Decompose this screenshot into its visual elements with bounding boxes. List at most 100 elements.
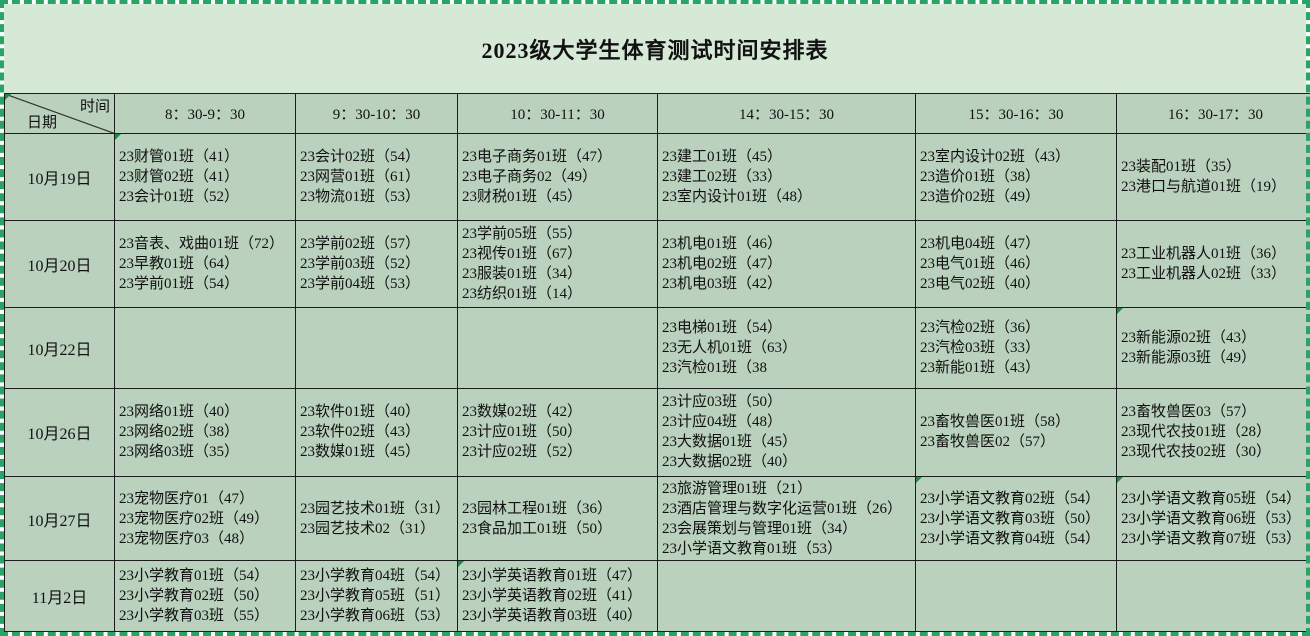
class-cell[interactable]: 23数媒02班（42） 23计应01班（50） 23计应02班（52） xyxy=(457,388,658,477)
time-slot-header[interactable]: 10：30-11：30 xyxy=(457,92,658,135)
class-entry: 23小学语文教育05班（54） xyxy=(1121,490,1302,507)
class-cell[interactable]: 23会计02班（54） 23网营01班（61） 23物流01班（53） xyxy=(295,133,458,221)
class-entry: 23园艺技术02（31） xyxy=(300,520,436,537)
class-entry: 23装配01班（35） xyxy=(1121,159,1242,176)
class-entry: 23小学教育05班（51） xyxy=(300,588,451,605)
class-entry: 23机电04班（47） xyxy=(920,235,1041,252)
class-entry: 23室内设计01班（48） xyxy=(662,189,813,206)
class-cell[interactable]: 23汽检02班（36） 23汽检03班（33） 23新能01班（43） xyxy=(915,306,1117,390)
date-cell[interactable]: 11月2日 xyxy=(4,560,115,632)
class-cell[interactable]: 23园艺技术01班（31） 23园艺技术02（31） xyxy=(295,475,458,562)
corner-date-time-cell-with-marker-icon[interactable]: 时间 日期 xyxy=(4,92,115,135)
class-cell[interactable]: 23小学教育01班（54） 23小学教育02班（50） 23小学教育03班（55） xyxy=(114,560,296,632)
time-slot-header[interactable]: 15：30-16：30 xyxy=(915,92,1117,135)
class-entry: 23酒店管理与数字化运营01班（26） xyxy=(662,500,903,517)
class-entry: 23学前01班（54） xyxy=(119,275,240,292)
class-cell[interactable]: 23工业机器人01班（36） 23工业机器人02班（33） xyxy=(1116,219,1310,308)
class-entry: 23视传01班（67） xyxy=(462,245,583,262)
class-entry: 23宠物医疗02班（49） xyxy=(119,510,270,527)
class-cell[interactable]: 23音表、戏曲01班（72） 23早教01班（64） 23学前01班（54） xyxy=(114,219,296,308)
class-cell[interactable]: 23建工01班（45） 23建工02班（33） 23室内设计01班（48） xyxy=(657,133,916,221)
date-cell[interactable]: 10月19日 xyxy=(4,133,115,221)
class-cell[interactable]: 23电子商务01班（47） 23电子商务02（49） 23财税01班（45） xyxy=(457,133,658,221)
class-cell-with-marker-icon[interactable]: 23小学语文教育05班（54） 23小学语文教育06班（53） 23小学语文教育07… xyxy=(1116,475,1310,562)
date-cell[interactable]: 10月27日 xyxy=(4,475,115,562)
page-title: 2023级大学生体育测试时间安排表 xyxy=(481,37,829,63)
class-cell[interactable] xyxy=(295,306,458,390)
class-entry: 23学前04班（53） xyxy=(300,275,421,292)
class-entry: 23物流01班（53） xyxy=(300,189,421,206)
class-entry: 23小学语文教育01班（53） xyxy=(662,540,843,557)
class-entry: 23小学英语教育02班（41） xyxy=(462,588,643,605)
class-entry: 23造价01班（38） xyxy=(920,169,1041,186)
class-entry: 23建工02班（33） xyxy=(662,169,783,186)
class-cell[interactable]: 23电梯01班（54） 23无人机01班（63） 23汽检01班（38 xyxy=(657,306,916,390)
class-cell[interactable]: 23园林工程01班（36） 23食品加工01班（50） xyxy=(457,475,658,562)
class-cell[interactable]: 23软件01班（40） 23软件02班（43） 23数媒01班（45） xyxy=(295,388,458,477)
class-cell-with-marker-icon[interactable]: 23小学英语教育01班（47） 23小学英语教育02班（41） 23小学英语教育03… xyxy=(457,560,658,632)
class-entry: 23网络02班（38） xyxy=(119,424,240,441)
class-entry: 23网络01班（40） xyxy=(119,404,240,421)
table-row: 10月19日 23财管01班（41） 23财管02班（41） 23会计01班（52） 2… xyxy=(4,133,1310,221)
class-cell-with-marker-icon[interactable]: 23新能源02班（43） 23新能源03班（49） xyxy=(1116,306,1310,390)
table-row: 10月22日 23电梯01班（54） 23无人机01班（63） 23汽检01班（38 2… xyxy=(4,306,1310,390)
class-entry: 23造价02班（49） xyxy=(920,189,1041,206)
class-entry: 23网络03班（35） xyxy=(119,444,240,461)
date-cell[interactable]: 10月26日 xyxy=(4,388,115,477)
class-cell[interactable]: 23计应03班（50） 23计应04班（48） 23大数据01班（45） 23大数据0… xyxy=(657,388,916,477)
class-entry: 23电梯01班（54） xyxy=(662,319,783,336)
time-slot-header[interactable]: 16：30-17：30 xyxy=(1116,92,1310,135)
class-entry: 23网营01班（61） xyxy=(300,169,421,186)
class-entry: 23计应03班（50） xyxy=(662,394,783,411)
class-entry: 23旅游管理01班（21） xyxy=(662,480,813,497)
class-entry: 23小学语文教育07班（53） xyxy=(1121,530,1302,547)
class-cell[interactable]: 23旅游管理01班（21） 23酒店管理与数字化运营01班（26） 23会展策划与管… xyxy=(657,475,916,562)
class-entry: 23小学语文教育03班（50） xyxy=(920,510,1101,527)
class-cell[interactable]: 23网络01班（40） 23网络02班（38） 23网络03班（35） xyxy=(114,388,296,477)
class-entry: 23园艺技术01班（31） xyxy=(300,500,451,517)
class-cell[interactable]: 23学前05班（55） 23视传01班（67） 23服装01班（34） 23纺织01班… xyxy=(457,219,658,308)
class-entry: 23小学语文教育06班（53） xyxy=(1121,510,1302,527)
class-cell[interactable] xyxy=(915,560,1117,632)
class-cell[interactable]: 23机电04班（47） 23电气01班（46） 23电气02班（40） xyxy=(915,219,1117,308)
time-slot-header[interactable]: 14：30-15：30 xyxy=(657,92,916,135)
class-entry: 23早教01班（64） xyxy=(119,255,240,272)
class-cell[interactable]: 23小学教育04班（54） 23小学教育05班（51） 23小学教育06班（53） xyxy=(295,560,458,632)
diagonal-line xyxy=(5,94,114,134)
class-entry: 23学前05班（55） xyxy=(462,225,583,242)
class-cell-with-marker-icon[interactable]: 23财管01班（41） 23财管02班（41） 23会计01班（52） xyxy=(114,133,296,221)
class-cell[interactable]: 23机电01班（46） 23机电02班（47） 23机电03班（42） xyxy=(657,219,916,308)
class-cell-with-marker-icon[interactable]: 23小学语文教育02班（54） 23小学语文教育03班（50） 23小学语文教育04… xyxy=(915,475,1117,562)
table-row: 11月2日 23小学教育01班（54） 23小学教育02班（50） 23小学教育03班… xyxy=(4,560,1310,632)
class-entry: 23无人机01班（63） xyxy=(662,339,798,356)
class-entry: 23建工01班（45） xyxy=(662,149,783,166)
class-entry: 23小学教育02班（50） xyxy=(119,588,270,605)
class-entry: 23小学教育01班（54） xyxy=(119,568,270,585)
class-entry: 23学前02班（57） xyxy=(300,235,421,252)
class-cell[interactable]: 23室内设计02班（43） 23造价01班（38） 23造价02班（49） xyxy=(915,133,1117,221)
class-cell[interactable]: 23学前02班（57） 23学前03班（52） 23学前04班（53） xyxy=(295,219,458,308)
class-entry: 23园林工程01班（36） xyxy=(462,500,613,517)
class-cell[interactable]: 23畜牧兽医03（57） 23现代农技01班（28） 23现代农技02班（30） xyxy=(1116,388,1310,477)
class-cell[interactable]: 23畜牧兽医01班（58） 23畜牧兽医02（57） xyxy=(915,388,1117,477)
class-cell[interactable] xyxy=(457,306,658,390)
class-cell[interactable] xyxy=(1116,560,1310,632)
class-entry: 23大数据01班（45） xyxy=(662,434,798,451)
class-cell[interactable]: 23宠物医疗01（47） 23宠物医疗02班（49） 23宠物医疗03（48） xyxy=(114,475,296,562)
class-entry: 23新能01班（43） xyxy=(920,359,1041,376)
class-cell[interactable] xyxy=(657,560,916,632)
time-slot-header[interactable]: 8：30-9：30 xyxy=(114,92,296,135)
time-slot-header[interactable]: 9：30-10：30 xyxy=(295,92,458,135)
class-entry: 23数媒02班（42） xyxy=(462,404,583,421)
class-cell[interactable]: 23装配01班（35） 23港口与航道01班（19） xyxy=(1116,133,1310,221)
class-entry: 23机电01班（46） xyxy=(662,235,783,252)
date-cell[interactable]: 10月20日 xyxy=(4,219,115,308)
class-entry: 23会计02班（54） xyxy=(300,149,421,166)
class-cell[interactable] xyxy=(114,306,296,390)
table-row: 10月20日 23音表、戏曲01班（72） 23早教01班（64） 23学前01班（5… xyxy=(4,219,1310,308)
date-cell[interactable]: 10月22日 xyxy=(4,306,115,390)
table-row: 10月27日 23宠物医疗01（47） 23宠物医疗02班（49） 23宠物医疗03（… xyxy=(4,475,1310,562)
class-entry: 23电子商务01班（47） xyxy=(462,149,613,166)
class-entry: 23畜牧兽医03（57） xyxy=(1121,404,1257,421)
class-entry: 23畜牧兽医02（57） xyxy=(920,434,1056,451)
